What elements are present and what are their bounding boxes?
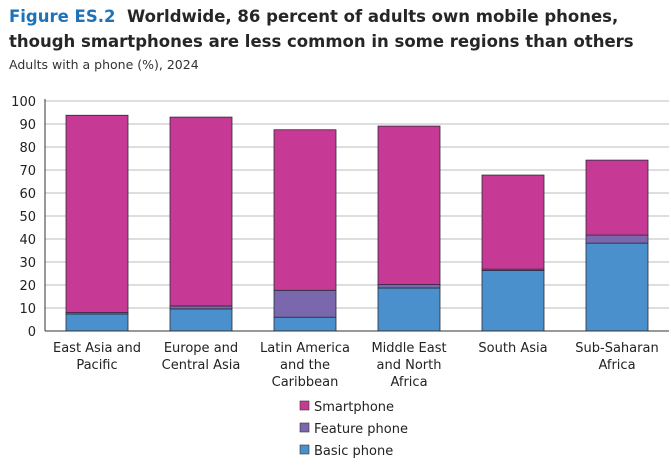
x-category-label: South Asia	[478, 341, 547, 356]
bar-smartphone	[65, 114, 129, 313]
bar-basic-phone	[273, 316, 337, 332]
chart-title: Figure ES.2 Worldwide, 86 percent of adu…	[9, 4, 669, 54]
title-text: Worldwide, 86 percent of adults own mobi…	[9, 7, 634, 51]
x-category-label: Sub-Saharan Africa	[575, 341, 658, 373]
bar-smartphone	[585, 159, 649, 236]
x-category-label: East Asia and Pacific	[53, 341, 141, 373]
x-category-label: Latin America and the Caribbean	[260, 341, 350, 390]
bar-feature-phone	[377, 284, 441, 289]
bar-smartphone	[273, 129, 337, 291]
y-tick-label: 70	[19, 164, 36, 179]
bar-smartphone	[481, 174, 545, 270]
bar-basic-phone	[377, 287, 441, 332]
legend-swatch	[299, 444, 310, 455]
y-tick-label: 10	[19, 302, 36, 317]
legend-label: Smartphone	[314, 400, 394, 415]
bar-feature-phone	[169, 305, 233, 310]
x-category-label: Europe and Central Asia	[162, 341, 241, 373]
y-tick-label: 30	[19, 256, 36, 271]
y-tick-label: 50	[19, 210, 36, 225]
figure-label: Figure ES.2	[9, 7, 116, 26]
y-tick-label: 60	[19, 187, 36, 202]
legend-swatch	[299, 400, 310, 411]
chart-subtitle: Adults with a phone (%), 2024	[9, 57, 199, 72]
bar-smartphone	[169, 116, 233, 307]
y-tick-label: 100	[11, 95, 36, 110]
bar-basic-phone	[65, 313, 129, 332]
legend-label: Basic phone	[314, 444, 393, 459]
x-category-label: Middle East and North Africa	[371, 341, 446, 390]
bar-basic-phone	[481, 270, 545, 332]
y-tick-label: 90	[19, 118, 36, 133]
bar-basic-phone	[169, 308, 233, 332]
y-tick-label: 40	[19, 233, 36, 248]
legend-swatch	[299, 422, 310, 433]
y-tick-label: 0	[28, 325, 36, 340]
y-tick-label: 80	[19, 141, 36, 156]
bar-feature-phone	[273, 289, 337, 318]
bar-smartphone	[377, 125, 441, 285]
y-tick-label: 20	[19, 279, 36, 294]
legend-label: Feature phone	[314, 422, 408, 437]
bar-feature-phone	[585, 234, 649, 244]
bar-basic-phone	[585, 242, 649, 332]
